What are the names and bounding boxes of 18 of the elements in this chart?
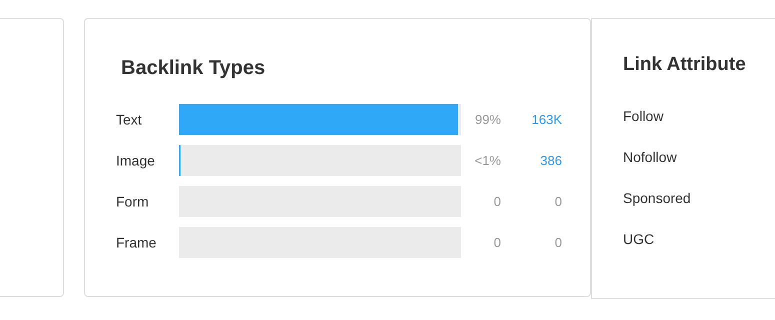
chart-title: Backlink Types bbox=[121, 57, 266, 79]
category-label: Form bbox=[116, 194, 149, 210]
data-label: <1% bbox=[474, 153, 502, 168]
category-label: Image bbox=[116, 152, 155, 168]
data-label: 0 bbox=[494, 194, 501, 209]
category-label: Nofollow bbox=[623, 149, 677, 165]
text: 386 bbox=[540, 153, 562, 168]
category-label: Follow bbox=[623, 108, 664, 124]
text: 0 bbox=[554, 235, 562, 250]
category-label: Frame bbox=[116, 234, 156, 250]
category-label: Sponsored bbox=[623, 190, 691, 206]
category-label: UGC bbox=[623, 231, 654, 247]
text: 0 bbox=[554, 194, 562, 209]
data-label: 0 bbox=[494, 235, 501, 250]
category-label: Text bbox=[116, 112, 142, 128]
text: Link Attribute bbox=[623, 54, 746, 76]
data-label: 99% bbox=[474, 112, 502, 127]
text: 163K bbox=[532, 112, 562, 127]
